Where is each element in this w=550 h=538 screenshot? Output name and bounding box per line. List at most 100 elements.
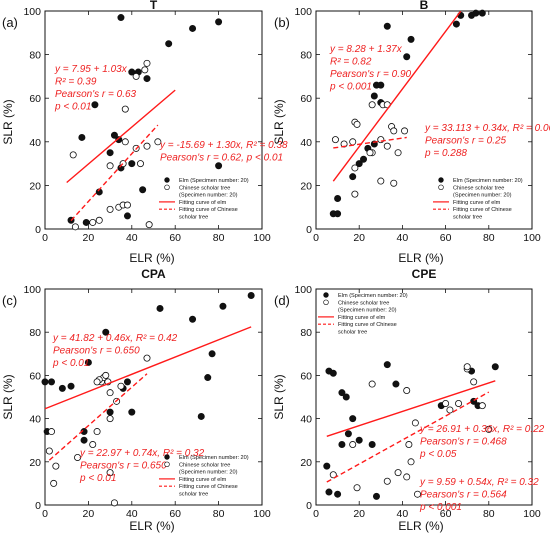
scholar-tree-point bbox=[143, 354, 151, 362]
y-tick-label: 0 bbox=[306, 224, 312, 236]
x-tick-label: 40 bbox=[397, 508, 409, 520]
fit-annotation: Pearson's r = 0.90 bbox=[330, 69, 412, 80]
scholar-tree-point bbox=[110, 499, 118, 507]
elm-point bbox=[82, 218, 90, 226]
scholar-tree-point bbox=[145, 221, 153, 229]
elm-point bbox=[128, 408, 136, 416]
scholar-tree-point bbox=[351, 164, 359, 172]
elm-point bbox=[334, 490, 342, 498]
fit-annotation: R² = 0.39 bbox=[55, 77, 97, 88]
elm-point bbox=[247, 291, 255, 299]
scholar-tree-point bbox=[143, 59, 151, 67]
y-tick-label: 60 bbox=[300, 93, 312, 105]
fit-annotation: y = 22.97 + 0.74x, R² = 0.32 bbox=[79, 448, 205, 459]
fit-annotation: y = 41.82 + 0.46x, R² = 0.42 bbox=[52, 333, 178, 344]
scholar-tree-point bbox=[71, 223, 79, 231]
legend-label: Chinese scholar tree bbox=[179, 462, 230, 468]
y-tick-label: 80 bbox=[29, 327, 41, 339]
scholar-tree-point bbox=[117, 382, 125, 390]
legend-label: Fitting curve of Chinese bbox=[453, 207, 512, 213]
legend-label: Chinese scholar tree bbox=[179, 185, 230, 191]
scholar-tree-point bbox=[69, 151, 77, 159]
y-tick-label: 20 bbox=[29, 180, 41, 192]
plot-frame bbox=[315, 10, 533, 230]
scholar-tree-point bbox=[123, 201, 131, 209]
y-tick-label: 60 bbox=[29, 370, 41, 382]
elm-point bbox=[392, 380, 400, 388]
chart-panel-t: T (a) 0 20 40 60 80 100 0 20 40 60 80 100 ELR (%) SLR (… bbox=[1, 0, 288, 265]
elm-point bbox=[106, 408, 114, 416]
fit-line-elm bbox=[44, 326, 252, 410]
fit-line-scholar-tree bbox=[48, 373, 148, 461]
scholar-tree-point bbox=[106, 415, 114, 423]
x-tick-label: 60 bbox=[440, 508, 452, 520]
fit-annotation: Pearson's r = 0.62, p < 0.01 bbox=[160, 153, 283, 164]
fit-annotation: Pearson's r = 0.564 bbox=[420, 490, 507, 501]
chart-title: CPE bbox=[412, 267, 437, 281]
fit-annotation: Pearson's r = 0.650 bbox=[53, 346, 140, 357]
elm-point bbox=[78, 133, 86, 141]
elm-point bbox=[41, 378, 49, 386]
legend-label: Fitting curve of elm bbox=[179, 200, 227, 206]
scholar-tree-point bbox=[154, 138, 162, 146]
scholar-tree-point bbox=[121, 138, 129, 146]
scholar-tree-point bbox=[394, 149, 402, 157]
y-tick-label: 40 bbox=[29, 137, 41, 149]
scholar-tree-point bbox=[141, 66, 149, 74]
elm-point bbox=[349, 415, 357, 423]
y-tick-label: 0 bbox=[35, 224, 41, 236]
fit-annotation: p < 0.001 bbox=[419, 502, 462, 513]
y-axis-label: SLR (%) bbox=[272, 374, 286, 419]
elm-point bbox=[472, 9, 480, 17]
elm-point bbox=[219, 302, 227, 310]
x-tick-label: 60 bbox=[440, 232, 452, 244]
elm-point bbox=[117, 14, 125, 22]
y-tick-label: 100 bbox=[23, 6, 41, 18]
scholar-tree-point bbox=[463, 363, 471, 371]
elm-point bbox=[334, 210, 342, 218]
scholar-tree-point bbox=[394, 469, 402, 477]
scholar-tree-point bbox=[132, 72, 140, 80]
fit-line-elm bbox=[326, 380, 496, 437]
elm-point bbox=[325, 488, 333, 496]
legend-marker-scholar-tree bbox=[164, 184, 170, 191]
legend-label: Elm (Specimen number: 20) bbox=[179, 178, 249, 184]
scholar-tree-point bbox=[106, 162, 114, 170]
x-tick-label: 0 bbox=[42, 232, 48, 244]
elm-point bbox=[165, 40, 173, 48]
y-tick-label: 20 bbox=[300, 180, 312, 192]
legend-label: (Specimen number: 20) bbox=[453, 193, 512, 199]
elm-point bbox=[329, 369, 337, 377]
y-axis-label: SLR (%) bbox=[1, 374, 15, 419]
chart-title: CPA bbox=[141, 267, 166, 281]
x-axis-label: ELR (%) bbox=[129, 251, 174, 265]
elm-point bbox=[143, 75, 151, 83]
scholar-tree-point bbox=[485, 425, 493, 433]
elm-point bbox=[338, 441, 346, 449]
elm-point bbox=[491, 363, 499, 371]
scholar-tree-point bbox=[106, 205, 114, 213]
legend-label: scholar tree bbox=[179, 215, 208, 221]
panel-label: (b) bbox=[274, 15, 290, 30]
legend-label: Elm (Specimen number: 20) bbox=[338, 293, 408, 299]
elm-point bbox=[110, 131, 118, 139]
x-tick-label: 20 bbox=[83, 508, 95, 520]
elm-point bbox=[102, 328, 110, 336]
fit-annotation: y = 7.95 + 1.03x bbox=[54, 64, 128, 75]
y-tick-label: 0 bbox=[35, 500, 41, 512]
fit-annotation: Pearson's r = 0.468 bbox=[420, 437, 507, 448]
legend-marker-scholar-tree bbox=[164, 461, 170, 467]
x-tick-label: 80 bbox=[213, 508, 225, 520]
x-tick-label: 0 bbox=[313, 508, 319, 520]
scholar-tree-point bbox=[368, 101, 376, 109]
scholar-tree-point bbox=[143, 142, 151, 150]
scholar-tree-point bbox=[414, 490, 422, 498]
legend-label: Chinese scholar tree bbox=[338, 300, 389, 306]
chart-title: B bbox=[420, 0, 429, 12]
elm-point bbox=[128, 160, 136, 168]
fit-line-elm bbox=[66, 89, 176, 184]
scholar-tree-point bbox=[405, 441, 413, 449]
legend-label: Elm (Specimen number: 20) bbox=[179, 455, 249, 461]
scholar-tree-point bbox=[50, 479, 58, 487]
x-tick-label: 100 bbox=[523, 232, 541, 244]
